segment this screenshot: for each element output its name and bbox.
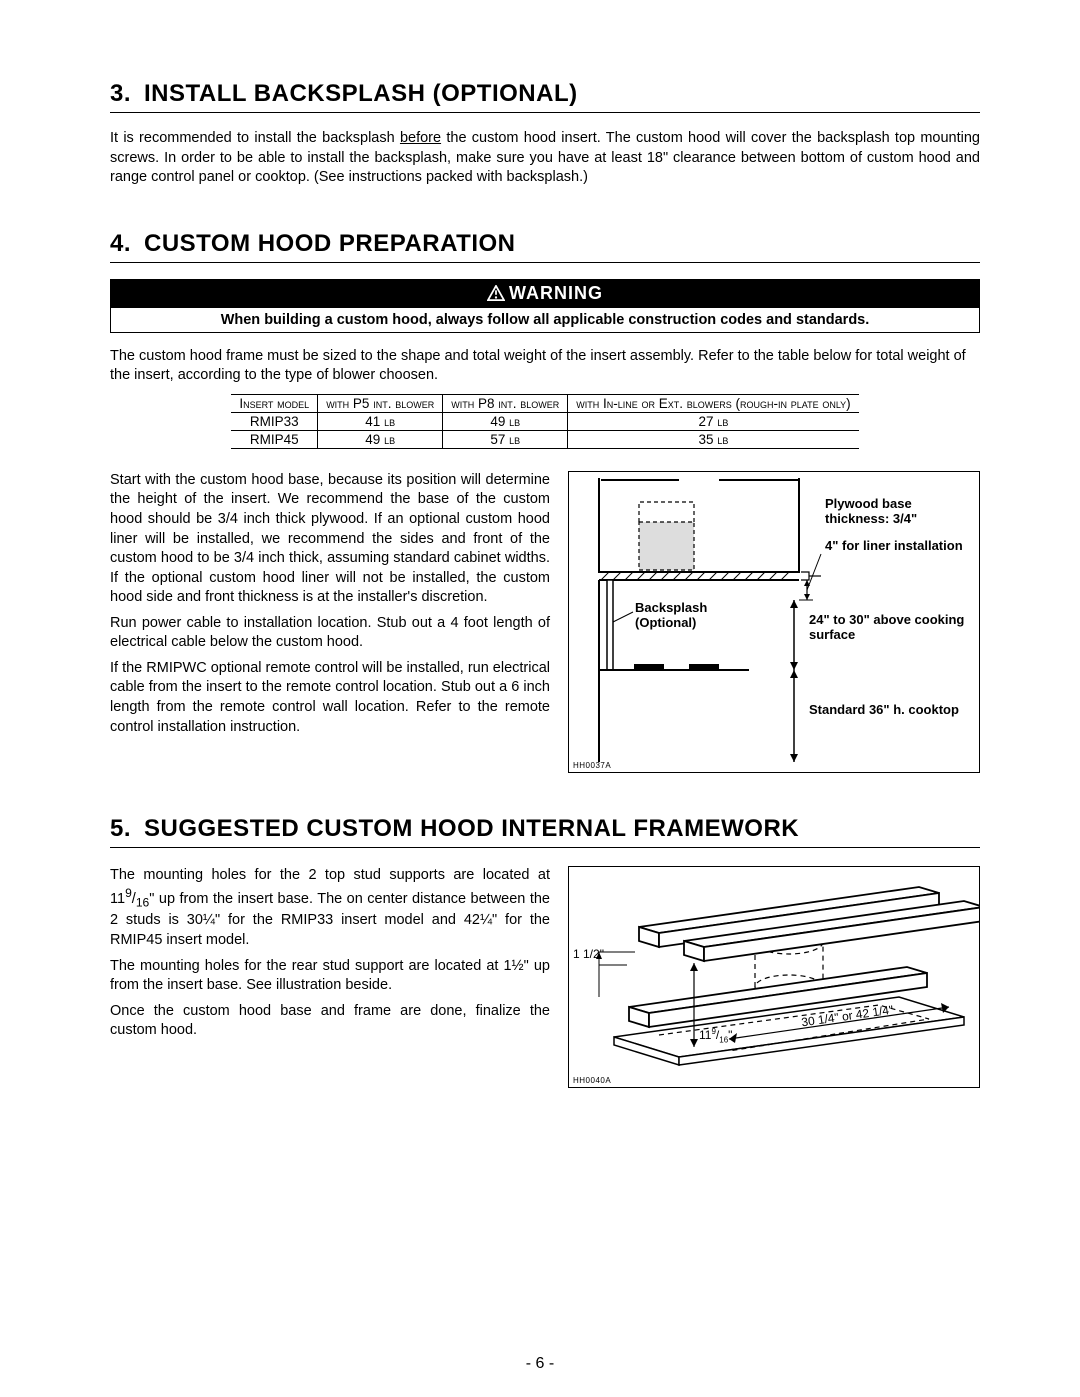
warning-label: WARNING [509,283,603,303]
section-5-num: 5. [110,815,144,843]
section-3-paragraph: It is recommended to install the backspl… [110,129,980,188]
table-row: RMIP45 49 lb 57 lb 35 lb [231,430,858,448]
warning-text: When building a custom hood, always foll… [110,308,980,333]
section-3-para-underlined: before [400,130,441,146]
section-4-intro: The custom hood frame must be sized to t… [110,347,980,386]
section-4-two-column: Start with the custom hood base, because… [110,471,980,773]
diagram-hh0040a-svg [569,867,979,1087]
warning-triangle-icon [487,285,505,301]
table-header-row: Insert model with P5 int. blower with P8… [231,394,858,412]
table-cell: 57 lb [443,430,568,448]
table-cell: 27 lb [568,412,859,430]
section-4-title: CUSTOM HOOD PREPARATION [144,230,516,257]
diagram-id: HH0037A [573,761,611,770]
diagram-hh0040a: 1 1/2" 30 1/4" or 42 1/4" 119/16" HH0040… [568,866,980,1088]
section-5-rule [110,847,980,848]
diagram-label-plywood: Plywood base thickness: 3/4" [825,496,975,526]
diagram-label-above: 24" to 30" above cooking surface [809,612,979,642]
diagram-label-liner: 4" for liner installation [825,538,975,553]
weights-table: Insert model with P5 int. blower with P8… [231,394,858,449]
section-5-two-column: The mounting holes for the 2 top stud su… [110,866,980,1088]
diagram-dim-1-1-2: 1 1/2" [573,947,604,961]
section-5-heading: 5.SUGGESTED CUSTOM HOOD INTERNAL FRAMEWO… [110,815,980,843]
document-page: 3.INSTALL BACKSPLASH (OPTIONAL) It is re… [0,0,1080,1397]
section-3-title: INSTALL BACKSPLASH (OPTIONAL) [144,80,578,107]
table-header: Insert model [231,394,317,412]
section-4-left-text: Start with the custom hood base, because… [110,471,550,773]
section-4-p3: If the RMIPWC optional remote control wi… [110,659,550,737]
diagram-hh0037a: Plywood base thickness: 3/4" 4" for line… [568,471,980,773]
section-3-heading: 3.INSTALL BACKSPLASH (OPTIONAL) [110,80,980,108]
section-4-num: 4. [110,230,144,258]
section-5-p2: The mounting holes for the rear stud sup… [110,957,550,996]
table-cell: 35 lb [568,430,859,448]
table-header: with In-line or Ext. blowers (rough-in p… [568,394,859,412]
section-5-p1: The mounting holes for the 2 top stud su… [110,866,550,951]
table-row: RMIP33 41 lb 49 lb 27 lb [231,412,858,430]
section-4-p1: Start with the custom hood base, because… [110,471,550,608]
table-cell: RMIP45 [231,430,317,448]
section-3-para-pre: It is recommended to install the backspl… [110,130,400,146]
section-5-title: SUGGESTED CUSTOM HOOD INTERNAL FRAMEWORK [144,815,799,842]
section-5-left-text: The mounting holes for the 2 top stud su… [110,866,550,1088]
table-header: with P5 int. blower [318,394,443,412]
diagram-dim-11-9-16: 119/16" [699,1027,732,1044]
section-4-rule [110,262,980,263]
table-cell: 49 lb [318,430,443,448]
section-3-num: 3. [110,80,144,108]
table-header: with P8 int. blower [443,394,568,412]
page-number: - 6 - [0,1355,1080,1373]
diagram-id: HH0040A [573,1076,611,1085]
section-5-p3: Once the custom hood base and frame are … [110,1002,550,1041]
section-4-p2: Run power cable to installation location… [110,614,550,653]
section-3-rule [110,112,980,113]
warning-banner: WARNING [110,279,980,308]
table-cell: 41 lb [318,412,443,430]
table-cell: 49 lb [443,412,568,430]
diagram-label-backsplash: Backsplash (Optional) [635,600,735,630]
table-cell: RMIP33 [231,412,317,430]
section-4-heading: 4.CUSTOM HOOD PREPARATION [110,230,980,258]
diagram-label-cooktop: Standard 36" h. cooktop [809,702,969,717]
